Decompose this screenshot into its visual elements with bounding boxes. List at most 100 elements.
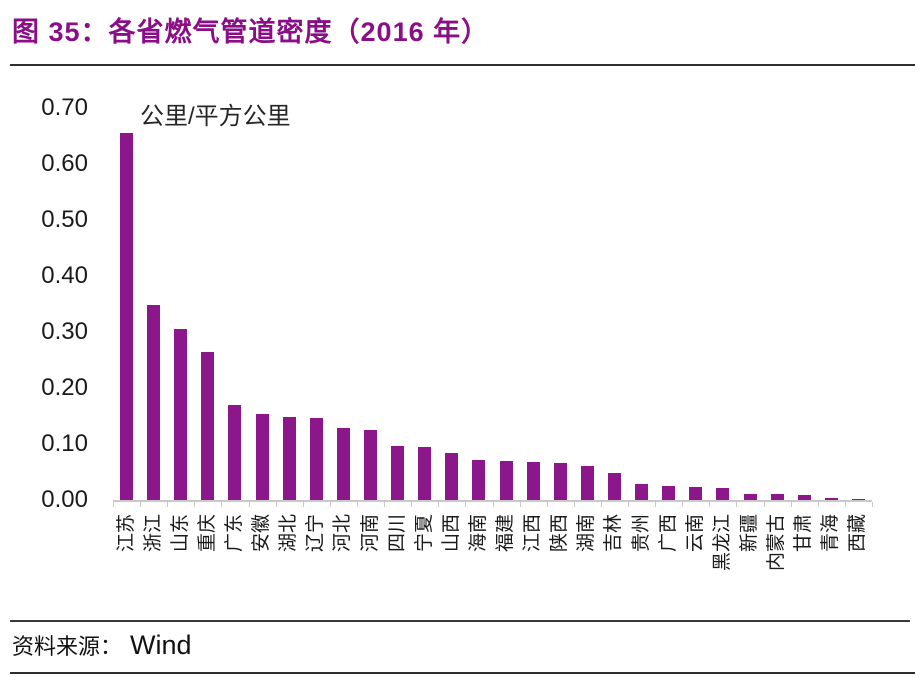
x-axis-label-山东: 山东 [169,514,191,553]
x-axis-label-湖南: 湖南 [576,514,598,553]
x-axis-tick [817,502,819,507]
x-axis-tick [465,502,467,507]
x-axis-label-广东: 广东 [223,514,245,553]
bar-山西 [445,453,459,500]
figure-title: 图 35：各省燃气管道密度（2016 年） [12,17,490,47]
x-axis-tick [872,502,873,507]
x-axis-tick [384,502,386,507]
x-axis-label-河南: 河南 [359,514,381,553]
y-axis-tick-label: 0.10 [41,430,88,457]
x-axis-tick [628,502,630,507]
bottom-border [10,672,915,674]
x-axis-tick [844,502,846,507]
x-axis-label-黑龙江: 黑龙江 [711,514,733,572]
x-axis-label-安徽: 安徽 [251,514,273,553]
bar-黑龙江 [716,488,730,500]
bar-辽宁 [309,418,323,500]
x-axis-label-西藏: 西藏 [847,514,869,553]
plot-area [113,108,872,502]
x-axis-tick [736,502,738,507]
x-axis-tick [356,502,358,507]
x-axis-tick [302,502,304,507]
bar-湖南 [580,466,594,500]
bar-青海 [824,498,838,500]
x-axis-tick [709,502,711,507]
x-axis-label-内蒙古: 内蒙古 [766,514,788,572]
x-axis-label-辽宁: 辽宁 [305,514,327,553]
x-axis-label-河北: 河北 [332,514,354,553]
x-axis-tick [113,502,114,507]
x-axis-tick [194,502,196,507]
x-axis-label-云南: 云南 [684,514,706,553]
x-axis-label-吉林: 吉林 [603,514,625,553]
bar-新疆 [743,494,757,500]
x-axis-label-贵州: 贵州 [630,514,652,553]
x-axis-label-四川: 四川 [386,514,408,553]
bar-陕西 [553,463,567,500]
x-axis-label-江苏: 江苏 [115,514,137,553]
x-axis-label-福建: 福建 [495,514,517,553]
y-axis-unit-label: 公里/平方公里 [140,103,291,130]
bar-广东 [228,405,242,500]
source-line: 资料来源： Wind [12,629,192,661]
x-axis-label-山西: 山西 [440,514,462,553]
x-axis-label-广西: 广西 [657,514,679,553]
x-axis-tick [248,502,250,507]
x-axis-tick [275,502,277,507]
source-divider [10,620,910,622]
bar-广西 [662,486,676,500]
y-axis-tick-label: 0.30 [41,318,88,345]
bar-山东 [174,329,188,500]
bar-海南 [472,460,486,500]
bar-甘肃 [797,495,811,500]
bar-浙江 [147,305,161,500]
bar-江苏 [120,133,134,500]
x-axis-label-江西: 江西 [522,514,544,553]
x-axis-tick [655,502,657,507]
bar-河南 [364,430,378,500]
x-axis-label-陕西: 陕西 [549,514,571,553]
y-axis-tick-label: 0.70 [41,94,88,121]
x-axis-tick [763,502,765,507]
y-axis-tick-label: 0.60 [41,150,88,177]
y-axis-tick-label: 0.00 [41,486,88,513]
x-axis-label-湖北: 湖北 [278,514,300,553]
x-axis-tick [492,502,494,507]
bar-江西 [526,462,540,500]
x-axis-label-重庆: 重庆 [196,514,218,553]
x-axis-label-青海: 青海 [820,514,842,553]
x-axis-tick [221,502,223,507]
x-axis-tick [546,502,548,507]
y-axis-tick-label: 0.40 [41,262,88,289]
bar-河北 [336,428,350,500]
x-axis-tick [573,502,575,507]
bar-福建 [499,461,513,500]
x-axis-label-宁夏: 宁夏 [413,514,435,553]
bar-重庆 [201,352,215,500]
bar-宁夏 [418,447,432,500]
bar-西藏 [851,499,865,500]
bar-湖北 [282,417,296,500]
title-divider [10,64,915,66]
y-axis-tick-label: 0.50 [41,206,88,233]
bar-安徽 [255,414,269,500]
x-axis-label-甘肃: 甘肃 [793,514,815,553]
x-axis-tick [140,502,142,507]
x-axis-tick [790,502,792,507]
bar-云南 [689,487,703,500]
source-name: Wind [130,630,192,660]
bar-四川 [391,446,405,500]
x-axis-tick [329,502,331,507]
x-axis-tick [411,502,413,507]
x-axis-tick [438,502,440,507]
bar-内蒙古 [770,494,784,500]
x-axis-tick [682,502,684,507]
x-axis-label-海南: 海南 [467,514,489,553]
x-axis-tick [167,502,169,507]
bar-吉林 [607,473,621,500]
x-axis-label-新疆: 新疆 [739,514,761,553]
bar-贵州 [635,484,649,500]
y-axis-tick-label: 0.20 [41,374,88,401]
x-axis-label-浙江: 浙江 [142,514,164,553]
